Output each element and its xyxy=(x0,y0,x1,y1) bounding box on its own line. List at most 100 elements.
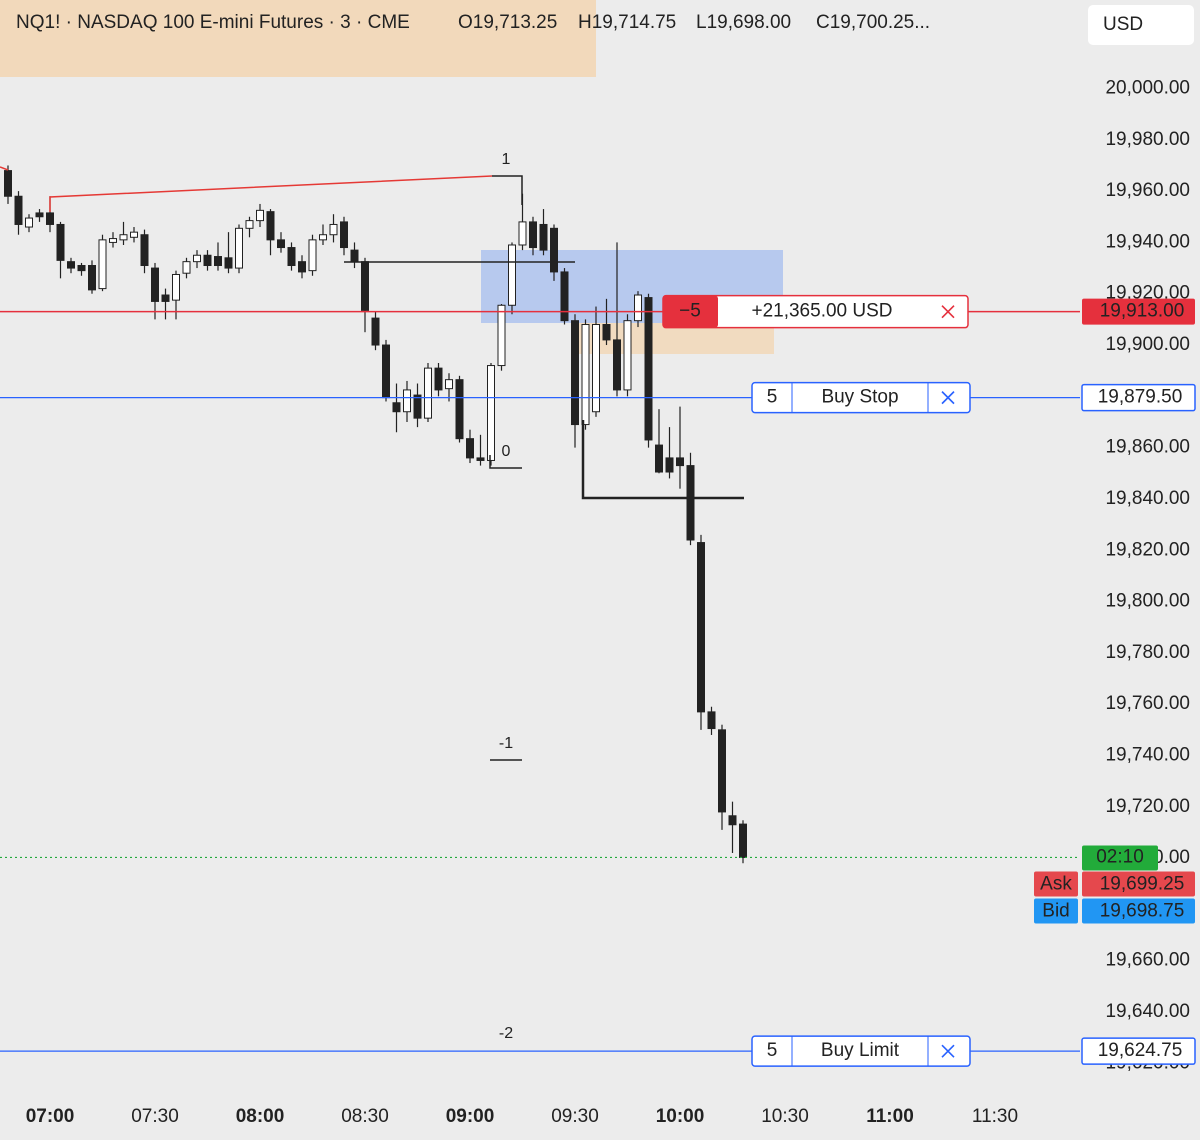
trend-line xyxy=(0,166,9,171)
position-pnl: +21,365.00 USD xyxy=(751,301,892,322)
candle-body xyxy=(623,320,632,391)
candle-body xyxy=(4,170,12,197)
candle-body xyxy=(487,365,495,461)
candle-body xyxy=(182,261,191,274)
y-tick-label: 19,920.00 xyxy=(1105,283,1190,304)
candle-body xyxy=(14,195,23,225)
candle-body xyxy=(634,294,642,322)
candle-body xyxy=(550,227,558,273)
order-box[interactable] xyxy=(751,1035,971,1067)
price-tag-label: 19,624.75 xyxy=(1098,1040,1183,1061)
level-line xyxy=(581,420,744,500)
candle-body xyxy=(329,223,338,236)
y-tick-label: 19,640.00 xyxy=(1105,1001,1190,1022)
candle-body xyxy=(529,221,537,249)
candle-body xyxy=(571,320,579,426)
quote-price: 19,699.25 xyxy=(1100,873,1185,894)
y-tick-label: 19,780.00 xyxy=(1105,642,1190,663)
candle-body xyxy=(728,815,737,826)
price-tag xyxy=(1082,298,1195,325)
fib-line xyxy=(489,455,522,469)
position-qty-box xyxy=(663,295,718,328)
position-qty: −5 xyxy=(679,301,701,322)
quote-tag xyxy=(1082,871,1195,897)
candle-body xyxy=(518,221,527,246)
candle-body xyxy=(46,212,54,225)
ohlc-high: H19,714.75 xyxy=(578,12,676,33)
candle-body xyxy=(445,379,453,390)
candle-body xyxy=(235,227,243,269)
price-tag xyxy=(1081,1037,1196,1065)
y-tick-label: 19,800.00 xyxy=(1105,591,1190,612)
order-qty: 5 xyxy=(767,1040,778,1061)
currency-label[interactable]: USD xyxy=(1103,14,1143,35)
candle-body xyxy=(476,457,485,461)
candle-body xyxy=(613,339,621,391)
countdown: 02:10 xyxy=(1096,846,1144,867)
x-tick-label: 08:00 xyxy=(236,1106,285,1127)
fib-label: 0 xyxy=(502,443,511,460)
fib-line xyxy=(492,175,523,205)
y-tick-label: 19,980.00 xyxy=(1105,129,1190,150)
candle-body xyxy=(298,261,306,273)
trend-line xyxy=(49,175,493,212)
candle-body xyxy=(676,457,684,467)
fib-label: -1 xyxy=(499,735,513,752)
candle-body xyxy=(77,265,86,272)
candle-body xyxy=(508,244,516,306)
candle-body xyxy=(214,256,222,267)
candle-body xyxy=(224,257,233,269)
y-tick-label: 19,900.00 xyxy=(1105,334,1190,355)
candle-body xyxy=(455,379,464,440)
candle-body xyxy=(539,223,548,251)
order-type: Buy Stop xyxy=(821,387,898,408)
close-icon xyxy=(941,391,955,405)
y-tick-label: 19,960.00 xyxy=(1105,180,1190,201)
candle-body xyxy=(287,247,296,267)
candle-body xyxy=(413,394,422,419)
symbol: NQ1! · NASDAQ 100 E-mini Futures · 3 · C… xyxy=(16,12,410,33)
candle-body xyxy=(266,211,275,241)
candle-body xyxy=(581,324,590,426)
candle-body xyxy=(161,294,170,302)
price-tag xyxy=(1081,383,1196,412)
zone xyxy=(0,0,596,77)
candle-body xyxy=(151,267,159,302)
candle-body xyxy=(718,729,726,813)
candle-body xyxy=(655,444,663,473)
candle-body xyxy=(98,239,107,290)
order-qty: 5 xyxy=(767,387,778,408)
quote-tag xyxy=(1034,871,1078,897)
y-tick-label: 20,000.00 xyxy=(1105,78,1190,99)
candle-body xyxy=(67,261,75,269)
quote-tag xyxy=(1034,898,1078,924)
candle-body xyxy=(119,234,128,241)
x-tick-label: 09:30 xyxy=(551,1106,599,1127)
candle-body xyxy=(277,239,285,249)
y-tick-label: 19,860.00 xyxy=(1105,437,1190,458)
x-tick-label: 10:30 xyxy=(761,1106,809,1127)
currency-button[interactable] xyxy=(1088,5,1194,45)
candle-body xyxy=(371,317,380,346)
y-tick-label: 19,940.00 xyxy=(1105,231,1190,252)
candle-body xyxy=(686,465,695,541)
candle-body xyxy=(193,254,201,263)
candle-body xyxy=(140,234,149,267)
candle-body xyxy=(56,223,65,261)
order-box[interactable] xyxy=(751,381,971,414)
y-tick-label: 19,720.00 xyxy=(1105,796,1190,817)
candle-body xyxy=(403,389,411,413)
quote-name: Ask xyxy=(1040,873,1072,894)
order-type: Buy Limit xyxy=(821,1040,900,1061)
fib-label: 1 xyxy=(502,151,511,168)
candle-body xyxy=(308,239,317,272)
price-tag-label: 19,913.00 xyxy=(1100,301,1185,322)
candle-body xyxy=(350,249,359,263)
x-tick-label: 11:00 xyxy=(866,1106,914,1127)
candle-body xyxy=(319,234,327,241)
y-tick-label: 19,660.00 xyxy=(1105,950,1190,971)
quote-name: Bid xyxy=(1042,900,1069,921)
y-tick-label: 19,820.00 xyxy=(1105,539,1190,560)
